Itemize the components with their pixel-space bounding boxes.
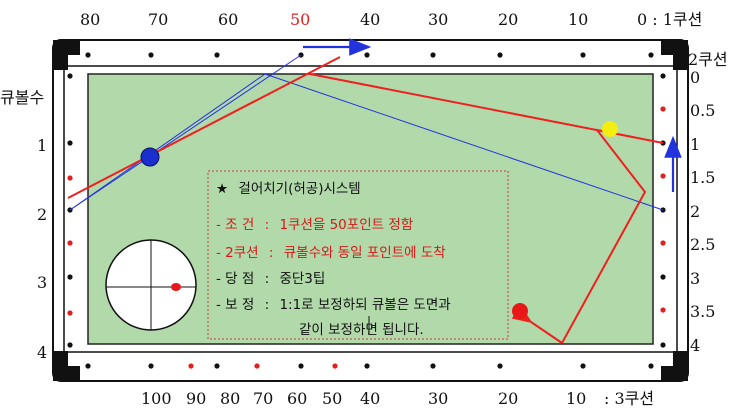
cue-ball xyxy=(140,147,160,167)
right-scale-title: 2쿠션 xyxy=(688,50,728,69)
top-corner-label: 0 : 1쿠션 xyxy=(637,10,703,29)
top-label-70: 70 xyxy=(148,10,169,29)
legend-key: - 보 정 xyxy=(216,297,255,313)
star-icon: ★ xyxy=(216,181,229,197)
bottom-rail-diamonds xyxy=(85,363,654,369)
bottom-label-70: 70 xyxy=(253,389,274,408)
bottom-label-30: 30 xyxy=(428,389,449,408)
legend-title: 걸어치기(허공)시스템 xyxy=(238,181,361,197)
cue-tip-diagram xyxy=(105,239,197,331)
legend-key: - 당 점 xyxy=(216,271,255,287)
right-label-2: 2 xyxy=(690,202,701,221)
pocket-bottom-left xyxy=(53,351,80,381)
bottom-label-60: 60 xyxy=(287,389,308,408)
red-ball xyxy=(512,303,528,319)
bottom-label-50: 50 xyxy=(322,389,343,408)
legend-text: 중단3팁 xyxy=(279,271,326,287)
right-label-3-5: 3.5 xyxy=(690,302,716,321)
bottom-label-90: 90 xyxy=(186,389,207,408)
legend-box xyxy=(207,170,509,340)
right-label-1-5: 1.5 xyxy=(690,168,716,187)
tip-point xyxy=(171,283,181,291)
top-label-60: 60 xyxy=(218,10,239,29)
legend-row-condition: - 조 건 : 1쿠션을 50포인트 정함 xyxy=(216,213,413,233)
legend-continuation: 같이 보정하면 됩니다. xyxy=(299,322,424,338)
left-label-3: 3 xyxy=(37,273,48,292)
top-label-30: 30 xyxy=(428,10,449,29)
legend-row-correction: - 보 정 : 1:1로 보정하되 큐볼은 도면과 xyxy=(216,293,451,313)
bottom-label-10: 10 xyxy=(566,389,587,408)
left-label-2: 2 xyxy=(37,205,48,224)
legend-text: 1:1로 보정하되 큐볼은 도면과 xyxy=(279,297,451,313)
legend-text: 큐볼수와 동일 포인트에 도착 xyxy=(283,245,446,261)
left-label-4: 4 xyxy=(37,343,48,362)
bottom-label-80: 80 xyxy=(220,389,241,408)
left-scale-title: 큐볼수 xyxy=(0,88,45,107)
bottom-label-40: 40 xyxy=(360,389,381,408)
legend-row-second-cushion: - 2쿠션 : 큐볼수와 동일 포인트에 도착 xyxy=(216,241,446,261)
right-label-4: 4 xyxy=(690,336,701,355)
rail-inner-border xyxy=(63,65,678,353)
left-label-1: 1 xyxy=(37,136,48,155)
right-label-1: 1 xyxy=(690,135,701,154)
blue-system-lines xyxy=(69,54,664,211)
bottom-corner-label: : 3쿠션 xyxy=(604,389,655,408)
right-label-0: 0 xyxy=(690,68,701,87)
right-rail-diamonds xyxy=(660,73,666,348)
legend-title-row: ★ 걸어치기(허공)시스템 xyxy=(216,177,361,197)
top-label-20: 20 xyxy=(498,10,519,29)
top-label-10: 10 xyxy=(568,10,589,29)
legend-text: 1쿠션을 50포인트 정함 xyxy=(279,217,414,233)
top-label-40: 40 xyxy=(360,10,381,29)
top-label-80: 80 xyxy=(80,10,101,29)
right-label-2-5: 2.5 xyxy=(690,235,716,254)
table-cloth xyxy=(87,73,654,345)
bottom-label-20: 20 xyxy=(498,389,519,408)
legend-row-tip: - 당 점 : 중단3팁 xyxy=(216,267,325,287)
pocket-top-right xyxy=(661,40,688,70)
pocket-bottom-right xyxy=(661,351,688,381)
top-label-50: 50 xyxy=(290,10,311,29)
legend-sep: : xyxy=(264,271,270,287)
right-label-3: 3 xyxy=(690,269,701,288)
legend-key: - 2쿠션 xyxy=(216,245,259,261)
bottom-label-100: 100 xyxy=(141,389,172,408)
legend-sep: : xyxy=(264,217,270,233)
yellow-ball xyxy=(602,121,618,137)
right-label-0-5: 0.5 xyxy=(690,101,716,120)
legend-key: - 조 건 xyxy=(216,217,255,233)
pocket-top-left xyxy=(53,40,80,70)
left-rail-diamonds xyxy=(67,73,73,348)
red-ball-path xyxy=(67,56,664,344)
system-legend: ★ 걸어치기(허공)시스템 - 조 건 : 1쿠션을 50포인트 정함 - 2쿠… xyxy=(208,171,508,339)
legend-sep: : xyxy=(268,245,274,261)
legend-sep: : xyxy=(264,297,270,313)
